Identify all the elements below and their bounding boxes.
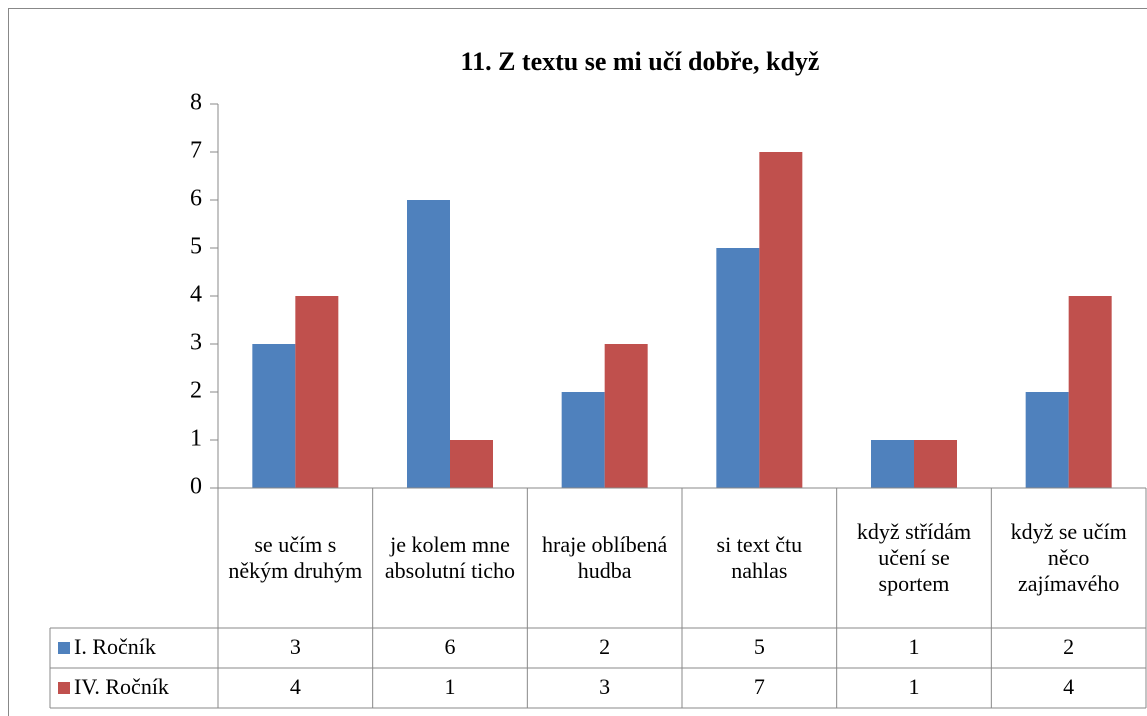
- table-value: 3: [599, 674, 610, 699]
- y-tick-label: 5: [190, 234, 202, 260]
- bar: [604, 344, 648, 488]
- bar: [871, 440, 914, 488]
- x-tick-label: když střídám učení se sportem: [856, 519, 972, 596]
- category-cell: hraje oblíbená hudba: [542, 532, 668, 583]
- chart-title: 11. Z textu se mi učí dobře, když: [461, 47, 820, 76]
- chart-frame: [8, 8, 1147, 716]
- category-cell: si text čtu nahlas: [716, 532, 803, 583]
- y-tick-label: 8: [190, 90, 202, 116]
- bar: [252, 344, 296, 488]
- bar: [759, 152, 803, 488]
- y-tick-label: 2: [190, 378, 202, 404]
- legend-label: I. Ročník: [74, 634, 156, 659]
- category-cell: když střídám učení se sportem: [856, 519, 972, 596]
- legend-key: [58, 682, 70, 694]
- x-tick-label: je kolem mne absolutní ticho: [384, 532, 516, 583]
- y-tick-label: 4: [190, 282, 202, 308]
- table-value: 4: [290, 674, 301, 699]
- x-tick-label: hraje oblíbená hudba: [542, 532, 668, 583]
- x-tick-label: si text čtu nahlas: [716, 532, 803, 583]
- category-cell: když se učím něco zajímavého: [1010, 519, 1127, 596]
- legend-key: [58, 642, 70, 654]
- bar: [1025, 392, 1069, 488]
- table-value: 5: [754, 634, 765, 659]
- table-value: 1: [445, 674, 456, 699]
- category-cell: se učím s někým druhým: [228, 532, 363, 583]
- table-value: 4: [1063, 674, 1074, 699]
- x-tick-label: se učím s někým druhým: [228, 532, 363, 583]
- table-value: 7: [754, 674, 765, 699]
- table-value: 1: [909, 674, 920, 699]
- bar: [450, 440, 493, 488]
- x-tick-label: když se učím něco zajímavého: [1010, 519, 1127, 596]
- category-cell: je kolem mne absolutní ticho: [384, 532, 516, 583]
- y-tick-label: 3: [190, 330, 202, 356]
- table-value: 3: [290, 634, 301, 659]
- bar: [716, 248, 760, 488]
- bar: [295, 296, 339, 488]
- y-tick-label: 6: [190, 186, 202, 212]
- table-value: 1: [909, 634, 920, 659]
- table-value: 6: [445, 634, 456, 659]
- table-value: 2: [1063, 634, 1074, 659]
- table-value: 2: [599, 634, 610, 659]
- y-tick-label: 1: [190, 426, 202, 452]
- y-tick-label: 0: [190, 474, 202, 500]
- y-tick-label: 7: [190, 138, 202, 164]
- legend-label: IV. Ročník: [74, 674, 169, 699]
- bar: [561, 392, 605, 488]
- bar: [407, 200, 450, 488]
- bar: [914, 440, 957, 488]
- bar: [1068, 296, 1112, 488]
